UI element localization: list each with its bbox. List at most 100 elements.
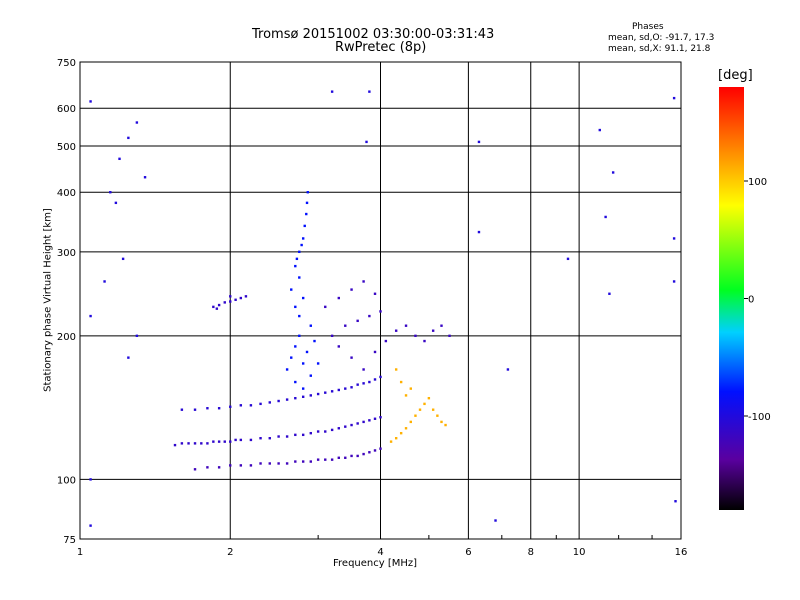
y-tick-label: 200	[57, 332, 76, 343]
echo-point	[212, 305, 215, 309]
echo-point	[290, 356, 293, 359]
echo-point	[324, 458, 327, 461]
echo-point	[566, 257, 570, 261]
echo-point	[217, 407, 221, 410]
echo-point	[298, 314, 301, 318]
echo-point	[305, 350, 309, 354]
echo-point	[448, 334, 451, 338]
y-tick-label: 100	[57, 475, 76, 486]
echo-point	[344, 387, 347, 390]
echo-point	[330, 390, 334, 393]
echo-point	[409, 387, 412, 390]
x-tick-label: 8	[528, 547, 534, 558]
colorbar-label: [deg]	[718, 68, 753, 83]
y-tick-label: 400	[57, 188, 76, 199]
x-axis-label: Frequency [MHz]	[333, 558, 418, 569]
echo-point	[305, 201, 309, 205]
echo-point	[672, 237, 676, 240]
echo-point	[404, 324, 408, 327]
echo-point	[423, 339, 426, 343]
echo-point	[394, 368, 398, 371]
echo-point	[373, 417, 377, 420]
echo-point	[173, 443, 177, 447]
echo-point	[350, 356, 353, 359]
echo-point	[330, 428, 334, 432]
echo-point	[249, 404, 253, 407]
colorbar-tick-label: 100	[748, 177, 767, 188]
echo-point	[384, 339, 388, 343]
y-tick-label: 600	[57, 104, 76, 115]
echo-point	[427, 396, 431, 400]
phase-stats-x-mode: mean, sd,X: 91.1, 21.8	[608, 44, 711, 54]
echo-point	[337, 427, 341, 430]
echo-point	[298, 276, 301, 279]
echo-point	[356, 422, 359, 425]
y-tick-label: 300	[57, 248, 76, 259]
echo-point	[379, 310, 382, 313]
echo-point	[316, 458, 320, 461]
echo-point	[309, 324, 312, 327]
echo-point	[301, 362, 305, 365]
echo-point	[135, 334, 139, 338]
echo-point	[300, 243, 303, 247]
echo-point	[229, 440, 232, 443]
echo-point	[89, 524, 92, 527]
echo-point	[436, 414, 439, 417]
echo-point	[285, 368, 289, 371]
echo-point	[440, 324, 443, 327]
echo-point	[316, 392, 320, 396]
colorbar-tick-label: -100	[748, 412, 771, 423]
echo-point	[431, 408, 435, 411]
echo-point	[477, 140, 481, 144]
echo-point	[365, 140, 368, 144]
echo-point	[206, 442, 209, 445]
echo-point	[350, 423, 353, 427]
echo-point	[285, 398, 289, 401]
echo-point	[294, 345, 297, 348]
echo-point	[249, 438, 253, 442]
echo-point	[309, 394, 312, 397]
echo-point	[394, 437, 398, 440]
y-tick-label: 500	[57, 142, 76, 153]
echo-point	[305, 212, 308, 216]
echo-point	[223, 440, 226, 443]
echo-point	[217, 466, 221, 469]
colorbar	[719, 87, 744, 510]
axis-ticks: 1 2 4 6 8 10 16 75 100 200 300 400 500 600 750	[57, 58, 687, 558]
echo-point	[368, 451, 371, 454]
echo-point	[356, 454, 359, 458]
echo-point	[294, 396, 297, 400]
echo-point	[268, 401, 271, 404]
echo-point	[399, 431, 403, 435]
echo-point	[285, 462, 289, 465]
echo-point	[414, 414, 417, 417]
echo-point	[249, 464, 253, 467]
echo-point	[294, 380, 297, 384]
echo-point	[212, 440, 215, 443]
echo-point	[356, 319, 359, 323]
echo-point	[672, 96, 676, 100]
echo-point	[229, 464, 232, 467]
x-tick-label: 6	[465, 547, 471, 558]
echo-point	[239, 296, 243, 300]
echo-point	[350, 386, 353, 389]
echo-point	[350, 288, 353, 291]
x-tick-label: 16	[675, 547, 688, 558]
plot-frame	[79, 61, 682, 540]
echo-point	[477, 230, 481, 234]
echo-point	[330, 90, 334, 93]
echo-point	[356, 383, 359, 386]
echo-point	[330, 334, 334, 338]
echo-point	[143, 176, 147, 179]
echo-point	[423, 402, 426, 406]
echo-point	[239, 404, 243, 407]
echo-point	[229, 295, 232, 298]
echo-point	[239, 464, 243, 467]
echo-point	[344, 456, 347, 459]
echo-point	[324, 391, 327, 394]
echo-point	[294, 433, 297, 437]
echo-point	[277, 435, 280, 438]
y-tick-label: 75	[63, 535, 76, 546]
echo-point	[217, 440, 221, 443]
